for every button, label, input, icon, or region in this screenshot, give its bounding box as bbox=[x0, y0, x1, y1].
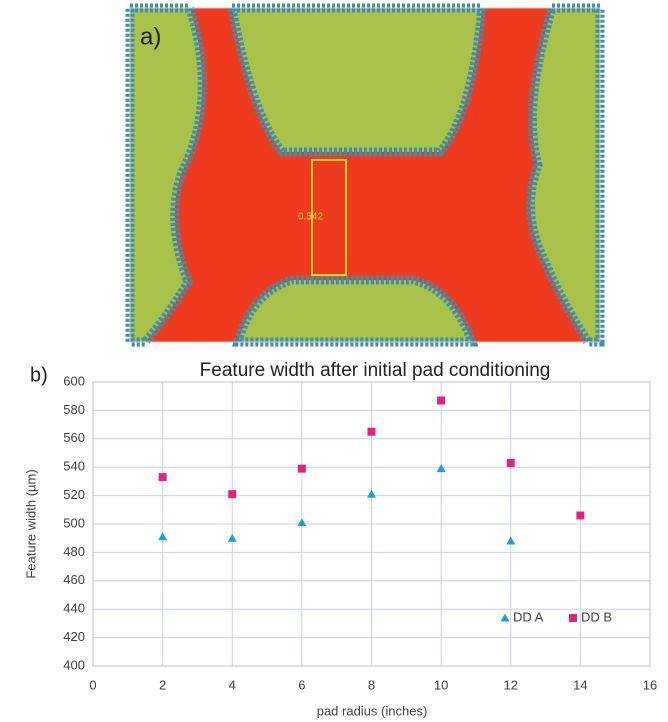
data-point bbox=[437, 464, 446, 472]
data-point bbox=[506, 537, 515, 545]
y-tick-label: 560 bbox=[63, 430, 85, 445]
x-tick-label: 12 bbox=[504, 677, 518, 692]
figure: 0.542 a) b) Feature width after initial … bbox=[0, 0, 668, 722]
data-point bbox=[228, 490, 236, 498]
data-point bbox=[367, 490, 376, 498]
y-tick-label: 600 bbox=[63, 373, 85, 388]
y-axis-label: Feature width (µm) bbox=[23, 469, 38, 578]
y-tick-label: 580 bbox=[63, 402, 85, 417]
y-tick-label: 400 bbox=[63, 657, 85, 672]
measurement-label: 0.542 bbox=[298, 212, 323, 223]
x-tick-label: 14 bbox=[573, 677, 587, 692]
y-tick-label: 500 bbox=[63, 515, 85, 530]
y-tick-label: 540 bbox=[63, 459, 85, 474]
y-tick-label: 440 bbox=[63, 601, 85, 616]
image-region bbox=[232, 8, 482, 152]
x-tick-label: 0 bbox=[89, 677, 96, 692]
x-tick-label: 16 bbox=[643, 677, 657, 692]
data-point bbox=[368, 428, 376, 436]
x-tick-label: 2 bbox=[159, 677, 166, 692]
y-tick-label: 420 bbox=[63, 629, 85, 644]
legend-marker bbox=[569, 614, 577, 622]
data-point bbox=[507, 459, 515, 467]
data-point bbox=[159, 473, 167, 481]
legend-label: DD B bbox=[581, 609, 612, 624]
panel-label: b) bbox=[30, 364, 48, 386]
data-point bbox=[228, 534, 237, 542]
image-region bbox=[238, 280, 472, 342]
legend-marker bbox=[501, 614, 510, 622]
data-point bbox=[158, 532, 167, 540]
chart-title: Feature width after initial pad conditio… bbox=[200, 360, 551, 381]
legend-label: DD A bbox=[513, 609, 544, 624]
micrograph: 0.542 a) bbox=[130, 8, 600, 342]
data-point bbox=[576, 511, 584, 519]
y-tick-label: 480 bbox=[63, 544, 85, 559]
x-tick-label: 4 bbox=[229, 677, 236, 692]
panel-label: a) bbox=[140, 23, 161, 50]
x-tick-label: 10 bbox=[434, 677, 448, 692]
x-tick-label: 8 bbox=[368, 677, 375, 692]
y-tick-label: 520 bbox=[63, 487, 85, 502]
data-point bbox=[437, 396, 445, 404]
x-axis-label: pad radius (inches) bbox=[317, 703, 428, 718]
y-tick-label: 460 bbox=[63, 572, 85, 587]
x-tick-label: 6 bbox=[298, 677, 305, 692]
data-point bbox=[298, 465, 306, 473]
data-point bbox=[297, 518, 306, 526]
